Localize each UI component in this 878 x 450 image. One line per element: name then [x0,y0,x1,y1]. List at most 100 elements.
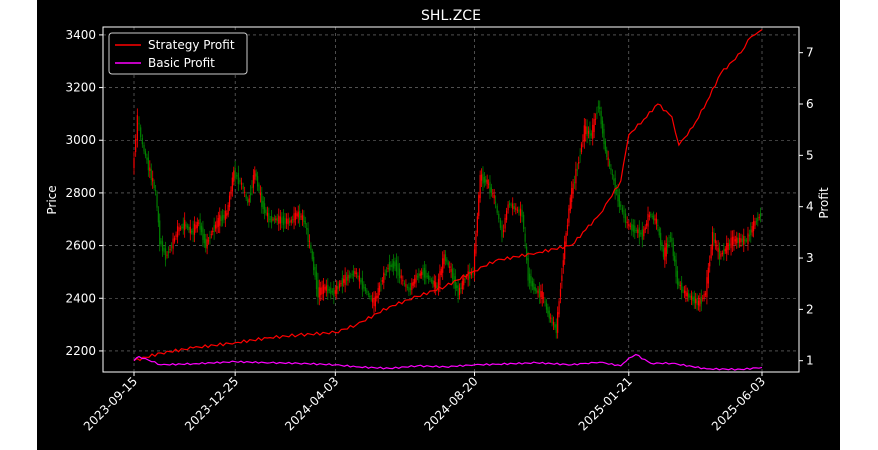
candle-body [496,205,498,213]
candle-body [460,287,462,289]
candle-body [521,209,523,217]
candle-body [545,302,548,310]
candle-body [703,294,705,299]
candle-body [678,281,680,286]
candle-body [247,199,249,203]
candle-body [724,248,726,252]
candle-body [564,241,566,260]
y-tick-label: 3000 [65,133,96,147]
candle-body [318,287,320,298]
candle-body [573,182,576,184]
candle-body [686,292,688,297]
candle-body [135,138,137,153]
candle-body [217,217,219,227]
candle-body [457,285,459,297]
candle-body [587,130,590,134]
candle-body [566,225,569,230]
candle-body [226,213,228,216]
candle-body [414,278,416,284]
candle-body [464,278,466,280]
candle-body [167,251,170,254]
y-tick-label: 3200 [65,81,96,95]
candle-body [583,125,585,142]
y-tick-label: 2400 [65,291,96,305]
candle-body [393,261,395,269]
candle-body [493,194,495,199]
candle-body [614,177,616,193]
candle-body [702,298,704,300]
candle-body [757,217,759,221]
candle-body [582,140,584,142]
candle-body [747,233,749,245]
candle-body [328,289,330,291]
candle-body [752,221,755,232]
candle-body [220,216,222,222]
candle-body [196,222,198,229]
candle-body [352,270,355,277]
candle-body [374,296,376,307]
candle-body [632,224,634,232]
candle-body [210,234,212,236]
candle-body [285,218,288,224]
candle-body [387,267,389,269]
candle-body [537,290,539,294]
candle-body [743,235,745,245]
candle-body [141,137,143,145]
candle-body [530,276,532,287]
candle-body [153,181,155,189]
candle-body [710,246,712,259]
candle-body [367,293,369,295]
candle-body [181,226,183,228]
candle-body [618,194,620,207]
candle-body [512,203,514,210]
y2-tick-label: 4 [806,200,814,214]
candle-body [330,287,332,295]
candle-body [237,172,239,184]
candle-body [358,275,360,282]
candle-body [449,266,451,269]
candle-body [223,214,225,219]
candle-body [403,282,406,285]
candle-body [590,133,592,136]
candle-body [601,120,604,134]
candle-body [292,219,294,221]
candle-body [149,167,151,171]
candle-body [418,273,420,278]
candle-body [377,288,379,298]
candle-body [256,176,259,187]
candle-body [559,289,562,297]
candle-body [252,175,254,188]
candle-body [651,216,653,218]
candle-body [219,214,221,226]
candle-body [435,282,437,289]
candle-body [538,288,541,298]
candle-body [136,115,138,141]
candle-body [278,215,280,224]
candle-body [426,275,428,277]
candle-body [248,198,250,203]
candle-body [380,283,382,286]
candle-body [510,204,512,206]
candle-body [202,227,204,240]
candle-body [672,242,674,257]
candle-body [236,175,238,177]
candle-body [281,217,283,224]
candle-body [489,181,491,193]
candle-body [296,213,298,217]
candle-body [276,217,278,222]
candle-body [647,213,649,227]
candle-body [685,290,687,297]
candle-body [200,225,203,233]
candle-body [419,273,421,276]
candle-body [430,280,433,282]
candle-body [313,256,315,271]
candle-body [251,186,253,189]
candle-body [759,213,762,217]
candle-body [206,239,208,249]
candle-body [473,249,476,276]
candle-body [354,271,356,274]
chart-figure: 2023-09-15 2023-12-25 2024-04-03 2024-08-20… [37,0,840,450]
candle-body [366,290,368,294]
candle-body [406,286,409,289]
candle-body [572,183,574,194]
